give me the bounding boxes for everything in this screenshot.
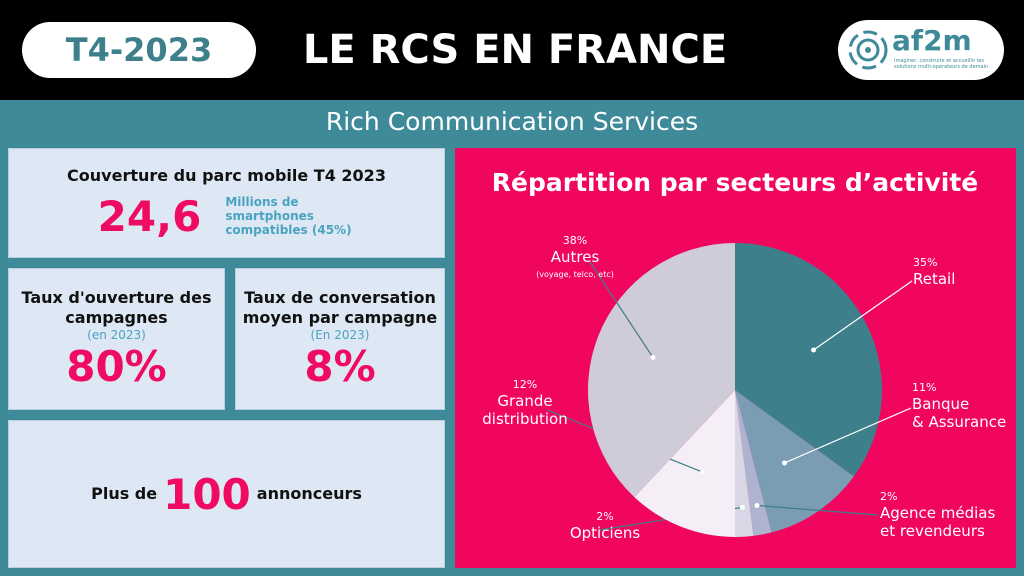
open-rate-title: Taux d'ouverture des campagnes: [21, 287, 212, 327]
leader-dot: [700, 469, 706, 475]
category-line: Grande: [497, 392, 552, 410]
advertisers-panel: Plus de 100 annonceurs: [8, 420, 445, 568]
value-label: 12%: [513, 378, 537, 391]
coverage-panel: Couverture du parc mobile T4 2023 24,6 M…: [8, 148, 445, 258]
subtitle: Rich Communication Services: [325, 106, 699, 136]
pie-slice: [735, 390, 772, 536]
leader-dot: [739, 504, 745, 510]
category-label: Grande distribution: [482, 392, 567, 428]
category-label: Autres: [551, 248, 600, 266]
badge: T4-2023: [22, 22, 256, 78]
category-line: Autres: [551, 248, 600, 266]
category-label: Opticiens: [570, 524, 641, 542]
coverage-value: 24,6: [97, 191, 202, 241]
conversation-period: (En 2023): [310, 327, 370, 342]
open-rate-panel: Taux d'ouverture des campagnes (en 2023)…: [8, 268, 225, 410]
chart-title: Répartition par secteurs d’activité: [492, 168, 978, 197]
logo: af2m Imaginer, construire et accueillir …: [838, 20, 1004, 80]
pie-slice: [735, 390, 754, 537]
leader-dot: [811, 347, 817, 353]
value-label: 38%: [563, 234, 587, 247]
leader-line: [756, 504, 879, 516]
logo-icon: [848, 30, 888, 70]
pie-slice: [588, 243, 735, 498]
leader-dot: [782, 460, 788, 466]
leader-dot: [754, 503, 760, 509]
open-rate-value: 80%: [66, 341, 167, 391]
open-rate-period: (en 2023): [87, 327, 146, 342]
value-label: 2%: [596, 510, 613, 523]
coverage-note: Millions de smartphones compatibles (45%…: [225, 195, 352, 237]
logo-text: af2m: [892, 24, 972, 57]
page-title: LE RCS EN FRANCE: [302, 27, 728, 73]
category-line: Opticiens: [570, 524, 641, 542]
category-label: Agence médias et revendeurs: [880, 504, 995, 540]
leader-line: [589, 261, 654, 358]
value-label: 11%: [912, 381, 936, 394]
category-line: & Assurance: [912, 413, 1006, 431]
value-label: 35%: [913, 256, 937, 269]
chart: Répartition par secteurs d’activité 35%R…: [455, 148, 1016, 568]
coverage-title: Couverture du parc mobile T4 2023: [67, 165, 386, 185]
advertisers-prefix: Plus de: [91, 484, 158, 503]
leader-dot: [650, 355, 656, 361]
conversation-value: 8%: [304, 341, 376, 391]
leader-line: [784, 407, 912, 464]
pie-slice: [634, 390, 735, 537]
leader-line: [813, 280, 913, 351]
value-label: 2%: [880, 490, 897, 503]
pie-slice: [735, 243, 882, 477]
category-line: et revendeurs: [880, 522, 985, 540]
category-label: Retail: [913, 270, 955, 288]
conversation-title: Taux de conversation moyen par campagne: [242, 287, 438, 327]
conversation-panel: Taux de conversation moyen par campagne …: [235, 268, 445, 410]
category-line: Agence médias: [880, 504, 995, 522]
pie-slice: [735, 390, 854, 533]
category-label: Banque & Assurance: [912, 395, 1006, 431]
advertisers-suffix: annonceurs: [256, 484, 362, 503]
category-line: Banque: [912, 395, 969, 413]
advertisers-value: 100: [163, 469, 251, 519]
category-line: distribution: [482, 410, 567, 428]
category-note: (voyage, telco, etc): [536, 270, 614, 279]
logo-tagline: Imaginer, construire et accueillir les s…: [894, 58, 989, 70]
category-line: Retail: [913, 270, 955, 288]
